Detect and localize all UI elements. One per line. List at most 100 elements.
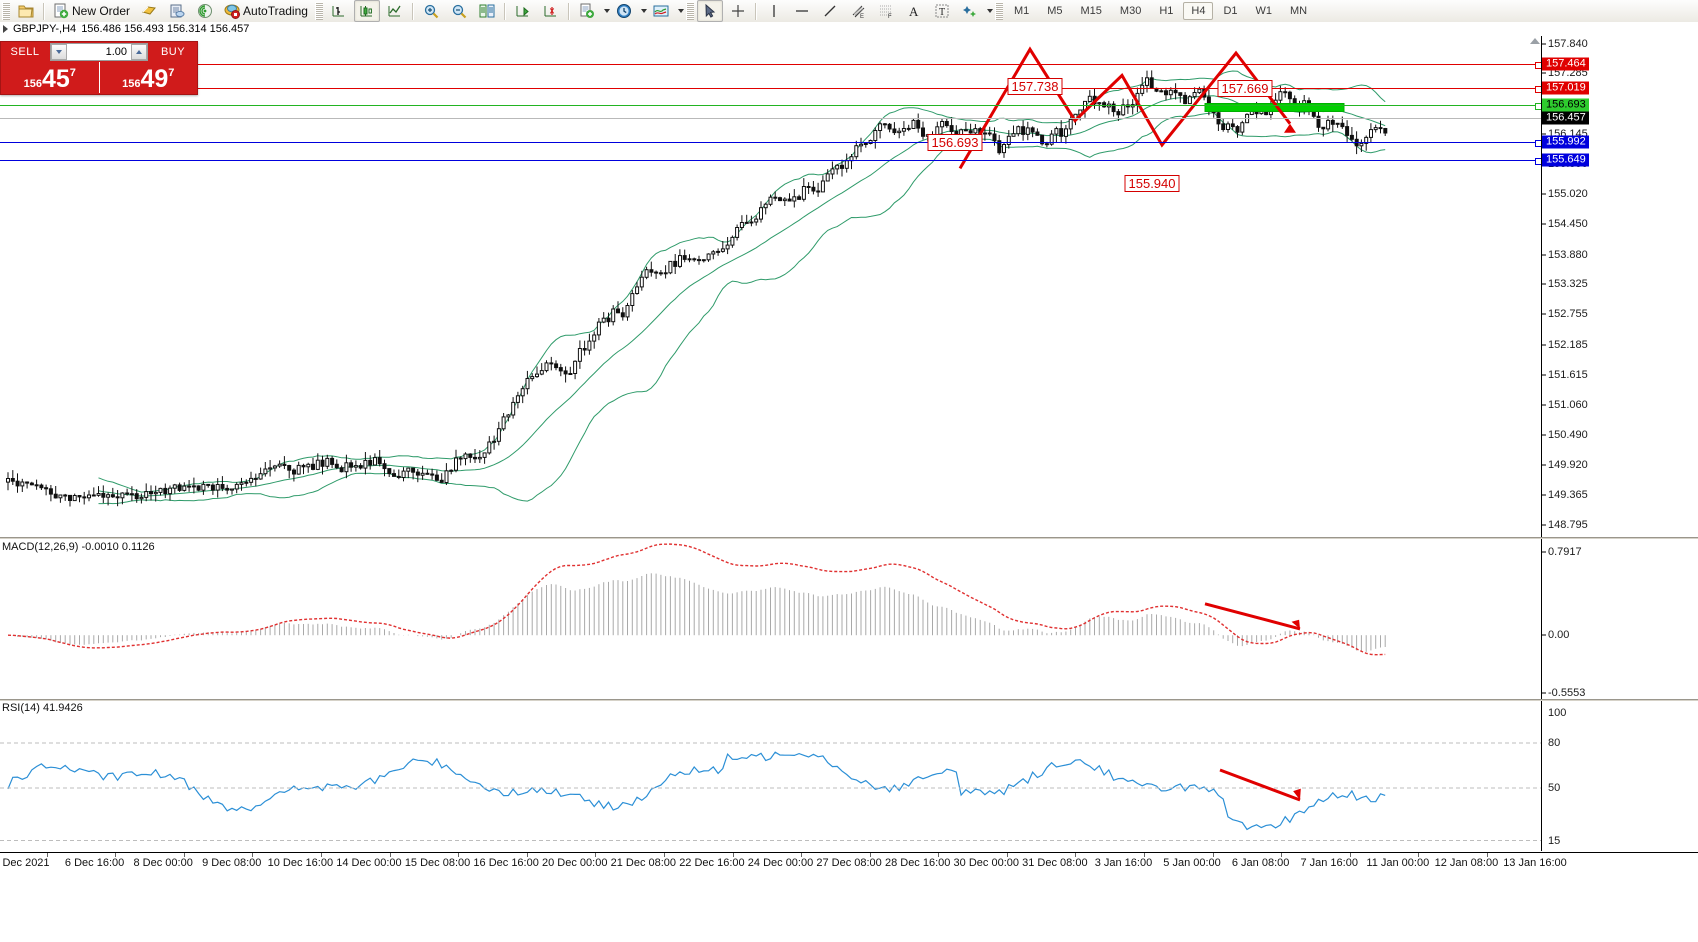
symbol-bar: GBPJPY-,H4 156.486 156.493 156.314 156.4… (0, 22, 1698, 36)
time-tick-mark (1212, 853, 1214, 857)
volume-decrease-button[interactable] (51, 44, 67, 60)
period-dropdown-caret[interactable] (640, 9, 647, 13)
rsi-tick-label: 50 (1548, 782, 1561, 794)
zoom-in-icon[interactable] (418, 0, 444, 22)
price-level-target[interactable]: 155.992 (1542, 135, 1589, 149)
crosshair-icon[interactable] (725, 0, 751, 22)
sell-button[interactable]: 156 45 7 (1, 62, 100, 93)
rsi-pane[interactable]: RSI(14) 41.9426 100 80 50 15 (0, 701, 1698, 851)
price-tick-mark (1542, 344, 1546, 346)
templates-dropdown-caret[interactable] (677, 9, 684, 13)
candlestick-chart-icon[interactable] (353, 0, 380, 22)
trendline-icon[interactable] (817, 0, 843, 22)
level-line-resistance[interactable] (0, 85, 1542, 93)
price-axis[interactable]: 157.840157.285156.145155.590155.020154.4… (1541, 36, 1698, 537)
fibonacci-icon[interactable]: F (873, 0, 899, 22)
level-line-current-price[interactable] (0, 117, 1542, 119)
horizontal-line-icon[interactable] (789, 0, 815, 22)
time-tick-mark (1144, 853, 1146, 857)
buy-label[interactable]: BUY (160, 46, 186, 58)
price-tick-label: 157.285 (1548, 67, 1588, 80)
zoom-out-icon[interactable] (446, 0, 472, 22)
chart-annotation-swing-low[interactable]: 155.940 (1124, 175, 1180, 192)
volume-stepper[interactable]: 1.00 (50, 43, 148, 61)
vertical-line-icon[interactable] (761, 0, 787, 22)
timeframe-m30[interactable]: M30 (1119, 5, 1142, 17)
sell-label[interactable]: SELL (10, 46, 40, 58)
objects-dropdown-caret[interactable] (986, 9, 993, 13)
level-line-target[interactable] (0, 158, 1542, 166)
rsi-plot-area[interactable]: RSI(14) 41.9426 (0, 701, 1542, 851)
time-axis-label: 15 Dec 08:00 (404, 857, 471, 869)
chart-container[interactable]: 157.738 157.669 156.693 155.940 157.840 157.… (0, 36, 1698, 942)
timeframe-h1[interactable]: H1 (1159, 5, 1174, 17)
timeframe-m15[interactable]: M15 (1080, 5, 1102, 17)
price-tick-label: 157.840 (1548, 37, 1588, 50)
toolbar-grip-3[interactable] (685, 2, 694, 20)
buy-button[interactable]: 156 49 7 (100, 62, 198, 93)
macd-plot-area[interactable]: MACD(12,26,9) -0.0010 0.1126 (0, 539, 1542, 699)
timeframe-m1[interactable]: M1 (1013, 5, 1030, 17)
price-tick-label: 151.060 (1548, 398, 1588, 411)
time-axis-label: 13 Jan 16:00 (1503, 857, 1567, 869)
timeframe-m5[interactable]: M5 (1047, 5, 1063, 17)
bar-chart-icon[interactable] (326, 0, 352, 22)
level-line-support[interactable] (0, 102, 1542, 110)
line-chart-icon[interactable] (382, 0, 408, 22)
rsi-tick-label: 80 (1548, 737, 1561, 749)
toolbar-grip-4[interactable] (994, 2, 1003, 20)
time-tick-mark (1487, 853, 1488, 857)
toolbar-grip-2[interactable] (314, 2, 323, 20)
timeframe-d1[interactable]: D1 (1223, 5, 1238, 17)
macd-pane[interactable]: MACD(12,26,9) -0.0010 0.1126 0.7917 0.00 -… (0, 539, 1698, 700)
price-level-resistance[interactable]: 157.464 (1542, 57, 1589, 71)
time-tick-mark (869, 853, 871, 857)
volume-value[interactable]: 1.00 (105, 46, 127, 58)
price-pane[interactable]: 157.738 157.669 156.693 155.940 157.840 157.… (0, 36, 1698, 538)
chart-annotation-swing-high[interactable]: 157.669 (1217, 80, 1273, 97)
scroll-up-icon[interactable] (1530, 38, 1540, 44)
time-axis[interactable]: Dec 2021 6 Dec 16:00 8 Dec 00:00 9 Dec 08:0… (0, 852, 1698, 883)
chart-shift-icon[interactable] (538, 0, 564, 22)
macd-tick-mark (1542, 551, 1546, 553)
new-order-button[interactable]: New Order (48, 1, 135, 21)
time-axis-label: 31 Dec 08:00 (1022, 857, 1088, 869)
price-tick-mark (1542, 72, 1546, 74)
text-label-icon[interactable]: T (929, 0, 955, 22)
text-icon[interactable]: A (901, 0, 927, 22)
time-tick-mark (183, 853, 185, 857)
navigator-icon[interactable] (164, 0, 190, 22)
price-plot-area[interactable]: 157.738 157.669 156.693 155.940 (0, 36, 1542, 537)
timeframe-w1[interactable]: W1 (1255, 5, 1273, 17)
toolbar-separator-4 (567, 2, 570, 20)
templates-icon[interactable] (648, 0, 674, 22)
chart-annotation-swing-high[interactable]: 157.738 (1007, 78, 1063, 95)
price-level-target[interactable]: 155.649 (1542, 153, 1589, 167)
price-level-resistance[interactable]: 157.019 (1542, 81, 1589, 95)
timeframe-h4[interactable]: H4 (1183, 2, 1214, 20)
toolbar-grip[interactable] (2, 2, 10, 20)
timeframe-mn[interactable]: MN (1290, 5, 1308, 17)
equidistant-channel-icon[interactable]: E (845, 0, 871, 22)
cursor-icon[interactable] (696, 0, 723, 22)
autotrading-button[interactable]: AutoTrading (219, 1, 313, 21)
terminal-icon[interactable] (192, 0, 218, 22)
autoscroll-icon[interactable] (510, 0, 536, 22)
level-line-target[interactable] (0, 140, 1542, 148)
buy-price-prefix: 156 (122, 78, 141, 90)
data-window-icon[interactable] (474, 0, 500, 22)
price-level-current-price[interactable]: 156.457 (1542, 111, 1589, 125)
price-tick-mark (1542, 133, 1546, 135)
chart-annotation-support-label[interactable]: 156.693 (927, 134, 983, 151)
open-folder-icon[interactable] (13, 0, 39, 22)
objects-icon[interactable] (957, 0, 983, 22)
indicators-dropdown-caret[interactable] (603, 9, 610, 13)
market-watch-icon[interactable] (136, 0, 162, 22)
period-icon[interactable] (611, 0, 637, 22)
price-tick-label: 152.755 (1548, 308, 1588, 321)
price-level-support[interactable]: 156.693 (1542, 98, 1589, 112)
level-line-resistance[interactable] (0, 61, 1542, 69)
expand-icon[interactable] (3, 25, 8, 33)
volume-increase-button[interactable] (131, 44, 147, 60)
indicators-icon[interactable] (574, 0, 600, 22)
